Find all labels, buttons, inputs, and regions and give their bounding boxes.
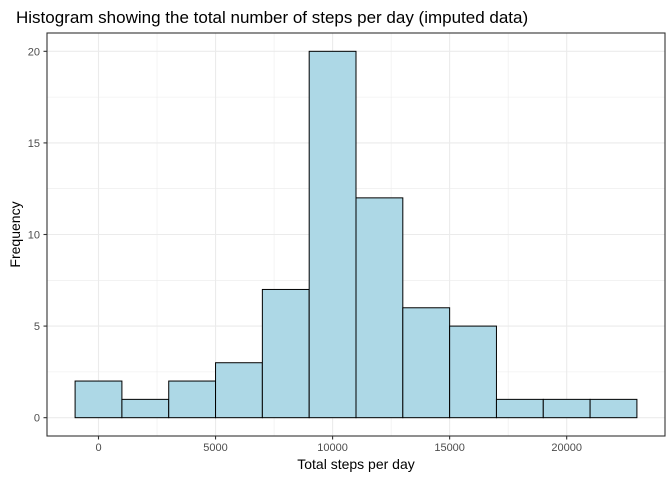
histogram-bar (215, 362, 263, 419)
x-tick-label: 0 (95, 442, 101, 454)
y-tick-label: 10 (28, 230, 40, 242)
histogram-bar (355, 197, 404, 419)
chart-title: Histogram showing the total number of st… (16, 8, 528, 27)
bars-layer (74, 50, 638, 419)
histogram-bar (168, 380, 217, 419)
x-axis-title: Total steps per day (297, 456, 415, 472)
histogram-bar (542, 398, 591, 419)
histogram-bar (495, 398, 544, 419)
histogram-bar (308, 50, 357, 419)
histogram-bar (589, 398, 638, 419)
y-tick-label: 0 (34, 413, 40, 425)
histogram-bar (121, 398, 170, 419)
axis-layer: 0 5000 10000 15000 20000 0 5 10 15 20 (28, 46, 582, 454)
x-tick-label: 5000 (203, 442, 227, 454)
y-tick-label: 5 (34, 321, 40, 333)
y-tick-label: 20 (28, 46, 40, 58)
histogram-bar (449, 325, 497, 419)
y-axis-title: Frequency (7, 201, 23, 267)
histogram-bar (261, 288, 310, 419)
x-tick-label: 20000 (551, 442, 582, 454)
y-tick-label: 15 (28, 138, 40, 150)
x-tick-label: 15000 (434, 442, 465, 454)
histogram-bar (402, 307, 451, 419)
x-tick-label: 10000 (317, 442, 348, 454)
histogram-bar (74, 380, 123, 419)
